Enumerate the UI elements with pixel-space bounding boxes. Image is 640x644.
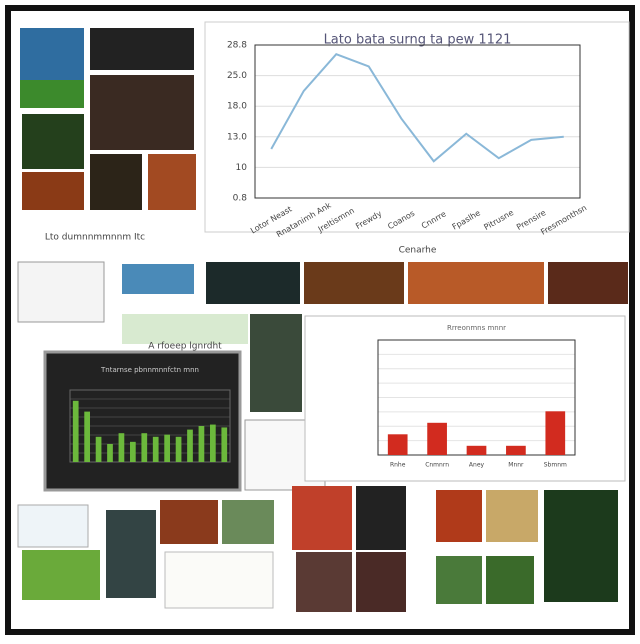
x-tick-label: Aney	[469, 462, 485, 469]
image	[106, 510, 156, 598]
bar	[210, 424, 216, 462]
y-tick-label: 28.8	[227, 41, 247, 51]
image	[356, 486, 406, 550]
image	[486, 556, 534, 604]
y-tick-label: 13.0	[227, 132, 247, 142]
image	[17, 504, 89, 548]
y-tick-label: 10	[236, 163, 248, 173]
image	[304, 262, 404, 304]
image	[160, 500, 218, 544]
bar	[164, 434, 170, 462]
image	[17, 261, 105, 323]
chart-panel	[204, 21, 630, 233]
caption: Lto dumnnmmnnm Itc	[45, 233, 145, 243]
image	[486, 490, 538, 542]
bar	[118, 433, 125, 462]
image	[548, 262, 628, 304]
chart-title: Lato bata surng ta pew 1121	[324, 33, 512, 48]
y-tick-label: 18.0	[227, 102, 247, 112]
x-tick-label: Mnnr	[508, 462, 524, 469]
image	[436, 490, 482, 542]
image	[22, 550, 100, 600]
bar	[152, 436, 159, 462]
image	[250, 314, 302, 412]
image	[164, 551, 274, 609]
line-series	[270, 53, 564, 163]
plot-frame	[254, 44, 581, 199]
image	[296, 552, 352, 612]
image	[22, 114, 84, 169]
bar	[141, 433, 148, 462]
bar	[107, 444, 113, 462]
chart-title: Tntarnse pbnnmnnfctn mnn	[100, 366, 199, 374]
image	[148, 154, 196, 210]
bar	[387, 434, 408, 455]
bar	[198, 426, 205, 462]
image	[436, 556, 482, 604]
bar	[506, 445, 526, 455]
bar	[130, 441, 136, 462]
images	[17, 28, 628, 612]
plot-frame	[69, 389, 231, 463]
image	[90, 154, 142, 210]
bar	[221, 427, 228, 462]
x-tick-label: Cnmnrn	[425, 462, 449, 469]
x-tick-label: Sbmnm	[544, 462, 567, 469]
x-axis-label: Cenarhe	[399, 246, 437, 256]
image	[90, 28, 194, 70]
bar	[175, 436, 182, 462]
x-tick-label: Rnhe	[390, 462, 406, 469]
image	[122, 314, 248, 344]
image	[356, 552, 406, 612]
y-tick-label: 25.0	[227, 71, 247, 81]
image	[544, 490, 618, 602]
image	[20, 80, 84, 108]
image	[206, 262, 300, 304]
image	[222, 500, 274, 544]
image	[122, 264, 194, 294]
bar	[84, 411, 90, 462]
bar	[466, 445, 487, 455]
chart-panel	[304, 315, 626, 482]
chart-title: Rrreonmns mnnr	[447, 324, 506, 332]
bar	[427, 422, 447, 455]
bar	[187, 429, 193, 462]
bar	[72, 400, 79, 462]
y-tick-label: 0.8	[233, 194, 248, 204]
bar	[545, 411, 566, 455]
caption: A rfoeep lgnrdht	[148, 342, 222, 352]
bar	[95, 436, 102, 462]
image	[408, 262, 544, 304]
image	[90, 75, 194, 150]
image	[22, 172, 84, 210]
image	[292, 486, 352, 550]
